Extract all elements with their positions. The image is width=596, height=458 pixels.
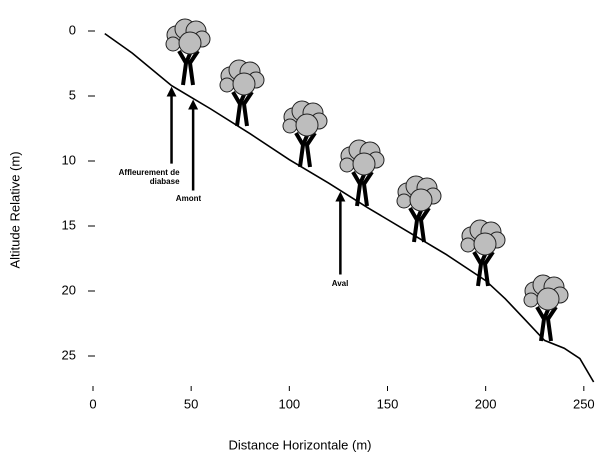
- x-tick-label: 0: [89, 396, 96, 411]
- annotation-box: Amont: [175, 194, 202, 204]
- x-axis-label: Distance Horizontale (m): [228, 437, 371, 452]
- tree-leaf: [352, 152, 376, 176]
- tree-leaf: [178, 31, 202, 55]
- x-tick-label: 50: [184, 396, 198, 411]
- tree: [396, 175, 442, 243]
- annotation-text: Affleurement de diabase: [118, 167, 180, 186]
- y-tick-label: 5: [69, 87, 76, 102]
- tree-leaf: [396, 193, 412, 209]
- y-tick-label: 20: [62, 282, 76, 297]
- y-tick-label: 0: [69, 22, 76, 37]
- tree-leaf: [282, 118, 298, 134]
- tree-leaf: [219, 77, 235, 93]
- annotation-text: Aval: [331, 278, 349, 288]
- tree-leaf: [165, 36, 181, 52]
- tree: [460, 219, 506, 287]
- annotation-box: Affleurement de diabase: [118, 167, 180, 186]
- tree: [282, 100, 328, 168]
- tree: [165, 18, 211, 86]
- annotation-text: Amont: [175, 194, 202, 204]
- terrain-line: [104, 32, 595, 383]
- tree-leaf: [339, 157, 355, 173]
- tree: [219, 59, 265, 127]
- y-tick-label: 10: [62, 152, 76, 167]
- annotation-box: Aval: [331, 278, 349, 288]
- y-tick-label: 15: [62, 217, 76, 232]
- tree-leaf: [523, 292, 539, 308]
- tree-leaf: [460, 237, 476, 253]
- x-tick-label: 100: [278, 396, 300, 411]
- tree-leaf: [295, 113, 319, 137]
- trees: [165, 18, 569, 342]
- y-axis-label: Altitude Relative (m): [7, 151, 22, 268]
- tree: [523, 274, 569, 342]
- y-tick-label: 25: [62, 347, 76, 362]
- tree-leaf: [232, 72, 256, 96]
- x-tick-label: 150: [377, 396, 399, 411]
- x-tick-label: 200: [475, 396, 497, 411]
- tree-leaf: [536, 287, 560, 311]
- tree-leaf: [409, 188, 433, 212]
- x-tick-label: 250: [573, 396, 595, 411]
- tree-leaf: [473, 232, 497, 256]
- tree: [339, 139, 385, 207]
